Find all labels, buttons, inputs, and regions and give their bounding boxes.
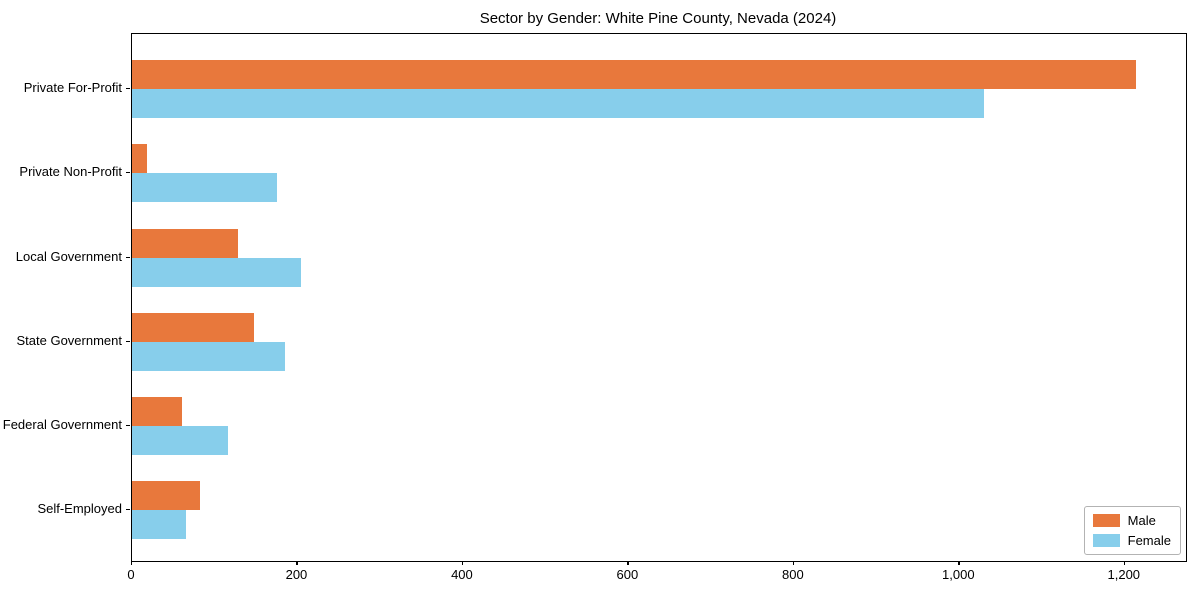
bar-male-6 xyxy=(132,481,200,511)
y-tick-label: Private For-Profit xyxy=(23,80,122,95)
bar-female-4 xyxy=(132,341,286,371)
legend-swatch-male xyxy=(1092,514,1120,527)
y-tick xyxy=(126,172,130,174)
x-tick xyxy=(627,561,629,565)
x-tick-label: 1,000 xyxy=(942,567,975,582)
plot-area: Male Female xyxy=(131,33,1187,562)
legend-entry-male: Male xyxy=(1092,513,1171,528)
legend-label-male: Male xyxy=(1127,513,1156,528)
legend-label-female: Female xyxy=(1127,533,1171,548)
x-tick xyxy=(461,561,464,565)
x-tick xyxy=(1123,561,1125,565)
x-tick xyxy=(792,561,795,565)
bar-male-5 xyxy=(132,397,182,426)
x-tick-label: 1,200 xyxy=(1107,567,1141,582)
y-tick-label: Federal Government xyxy=(2,417,122,432)
x-tick-label: 600 xyxy=(616,567,639,582)
bar-female-2 xyxy=(132,173,277,203)
y-tick xyxy=(126,340,130,342)
bar-male-1 xyxy=(132,60,1136,89)
y-tick xyxy=(126,509,130,511)
legend-swatch-female xyxy=(1092,534,1120,547)
chart-title: Sector by Gender: White Pine County, Nev… xyxy=(479,10,837,27)
bar-male-3 xyxy=(132,228,238,258)
bar-female-5 xyxy=(132,426,228,455)
bar-female-3 xyxy=(132,257,301,287)
x-tick xyxy=(296,561,298,565)
y-tick-label: Local Government xyxy=(15,248,122,264)
x-tick xyxy=(958,561,960,565)
y-tick xyxy=(126,425,130,427)
legend-entry-female: Female xyxy=(1092,533,1171,548)
y-tick-label: Self-Employed xyxy=(37,501,122,517)
x-tick-label: 200 xyxy=(285,567,308,582)
y-tick xyxy=(126,256,130,258)
bar-male-2 xyxy=(132,144,147,174)
bar-female-6 xyxy=(132,510,186,540)
y-tick-label: Private Non-Profit xyxy=(19,164,122,180)
x-tick-label: 400 xyxy=(451,567,473,582)
x-tick-label: 800 xyxy=(781,567,804,582)
x-tick xyxy=(131,561,133,565)
bar-female-1 xyxy=(132,89,985,118)
bar-male-4 xyxy=(132,312,254,342)
x-tick-label: 0 xyxy=(127,567,135,582)
legend: Male Female xyxy=(1083,506,1181,555)
y-tick xyxy=(126,88,130,90)
y-tick-label: State Government xyxy=(16,332,123,348)
